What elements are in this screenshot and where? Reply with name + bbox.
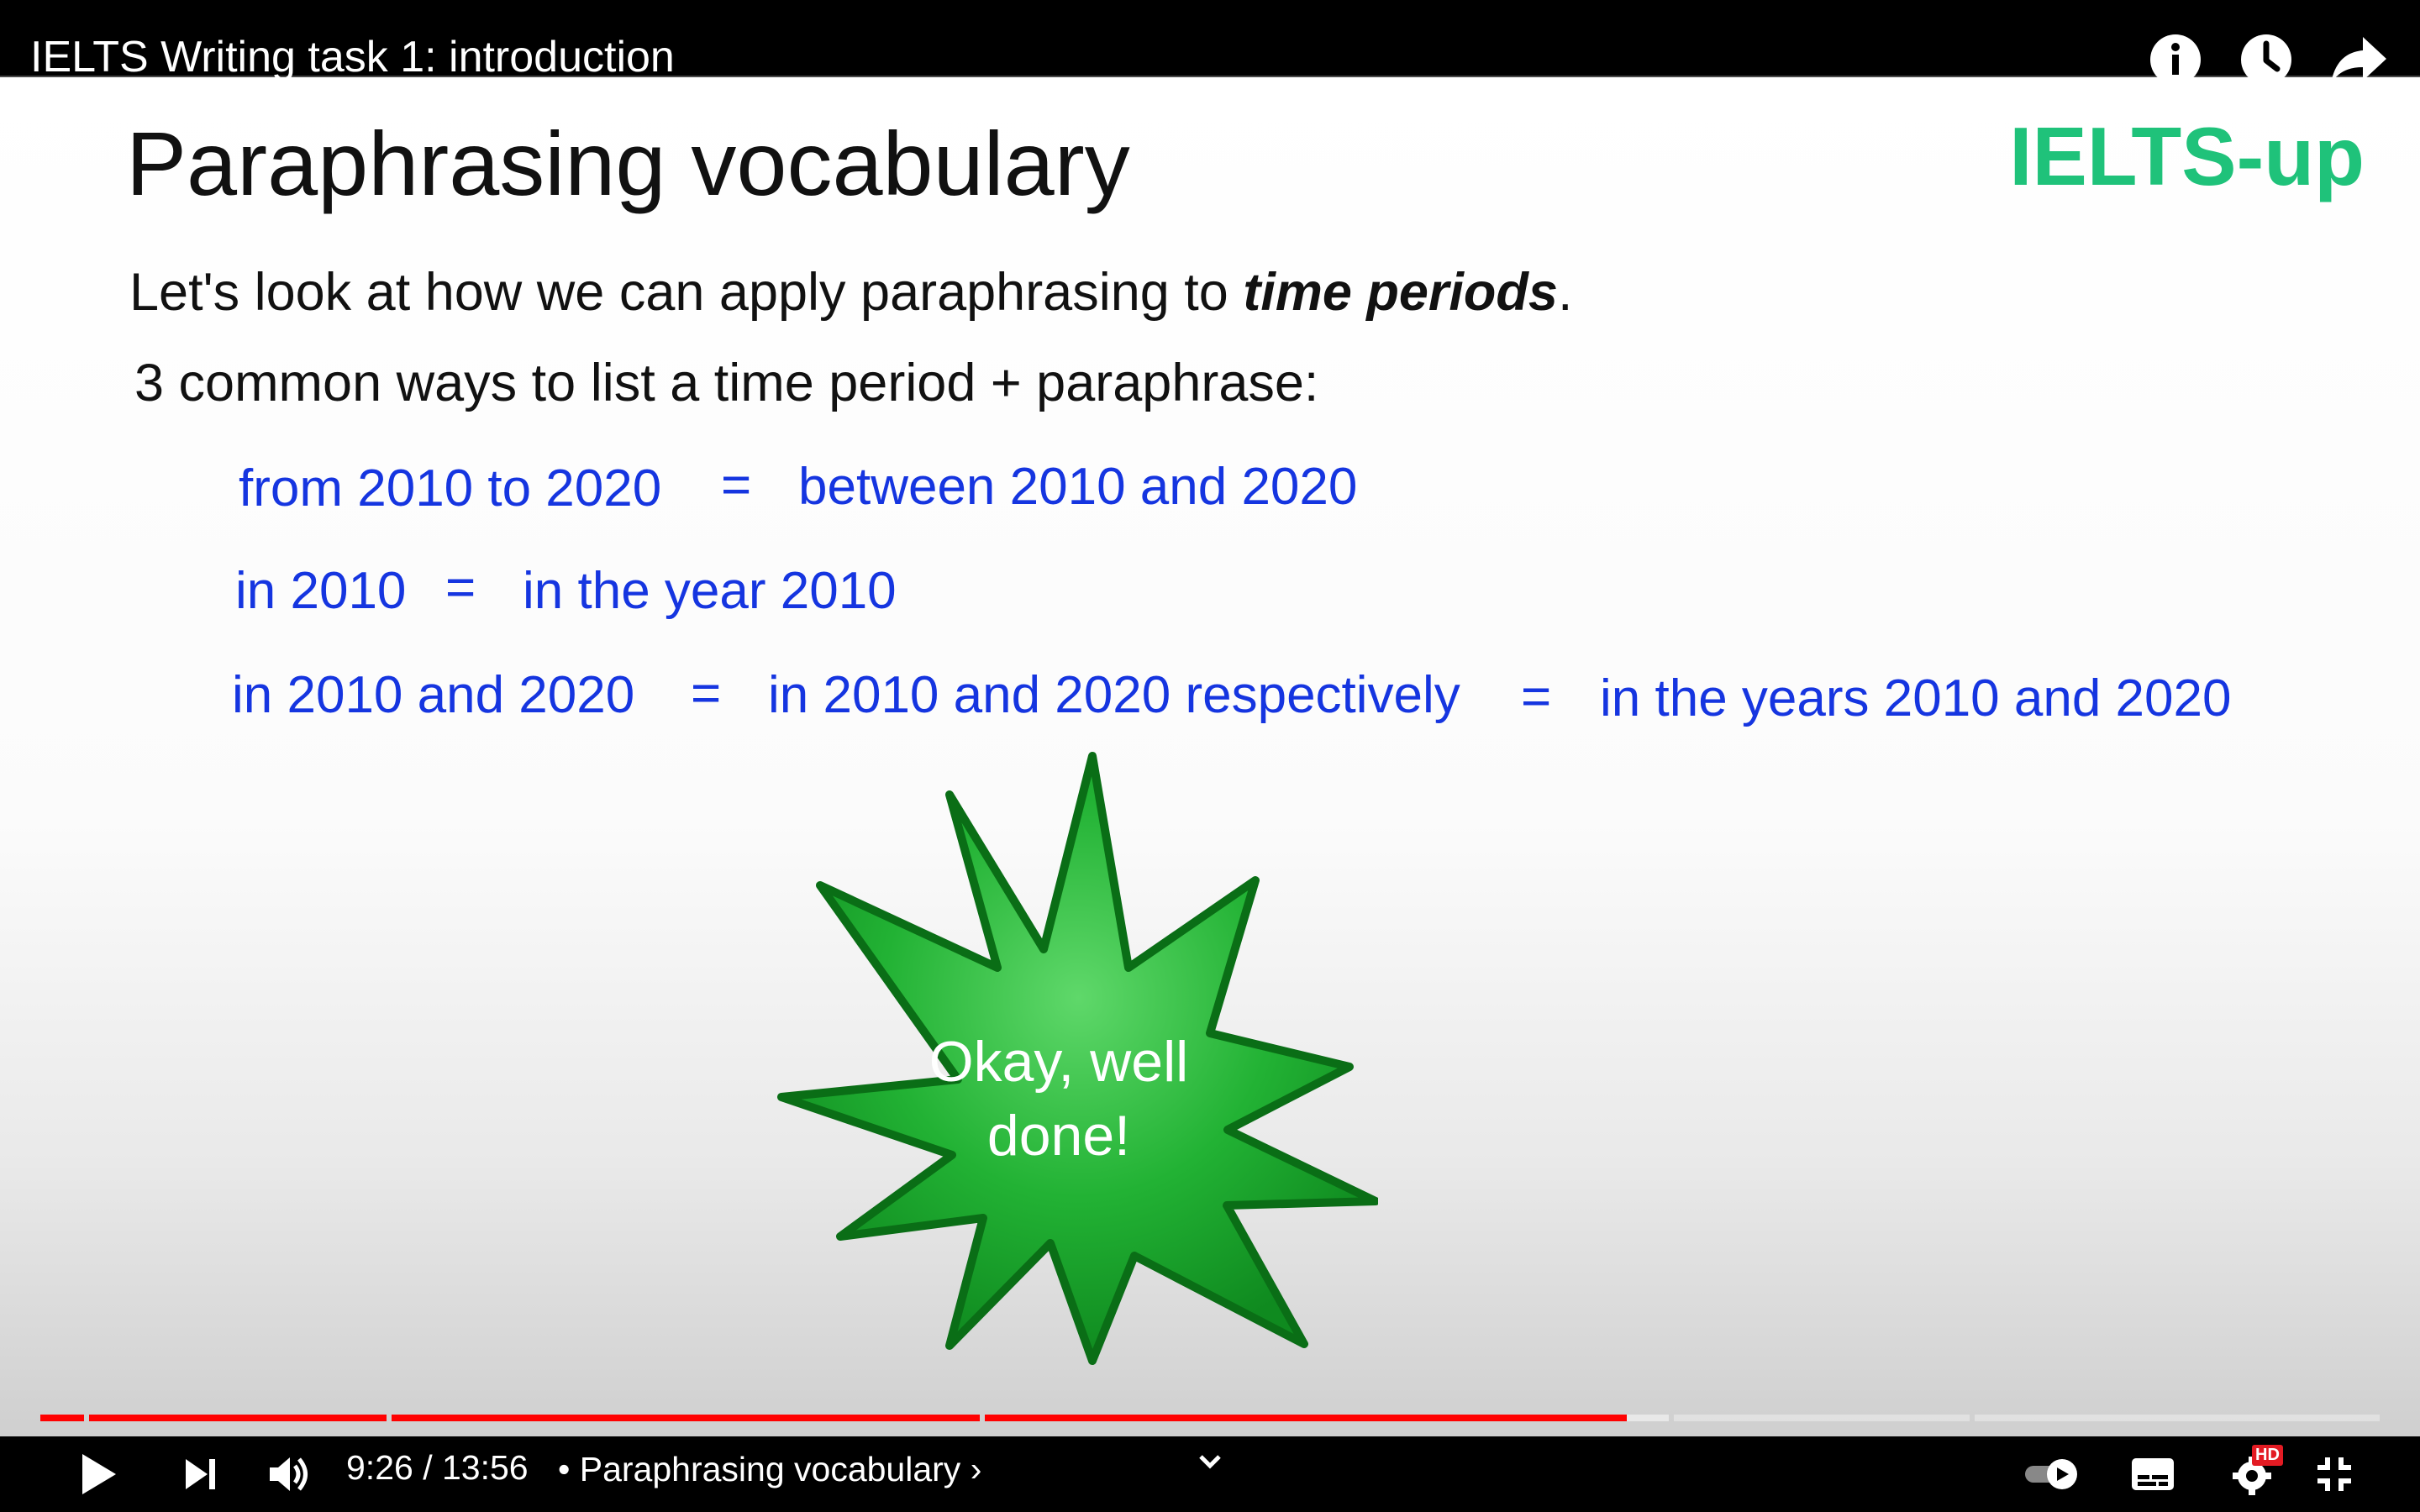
- volume-icon[interactable]: [260, 1436, 319, 1512]
- intro-prefix: Let's look at how we can apply paraphras…: [129, 263, 1244, 322]
- slide-heading: Paraphrasing vocabulary: [126, 113, 1130, 214]
- gear-icon[interactable]: HD: [2218, 1436, 2286, 1512]
- progress-played-fill: [89, 1415, 387, 1421]
- brand-logo: IELTS-up: [2009, 110, 2365, 202]
- current-time: 9:26: [346, 1448, 413, 1487]
- row3-paraphrase-2: in the years 2010 and 2020: [1600, 669, 2232, 727]
- next-icon[interactable]: [171, 1436, 230, 1512]
- video-title[interactable]: IELTS Writing task 1: introduction: [30, 33, 675, 81]
- progress-chapter-segment[interactable]: [1674, 1415, 1970, 1421]
- row2-equals: =: [445, 559, 476, 617]
- row3-equals-1: =: [691, 664, 722, 722]
- hd-badge: HD: [2252, 1445, 2283, 1466]
- chapter-arrow-icon: ›: [970, 1450, 982, 1488]
- chapter-bullet: •: [558, 1450, 580, 1488]
- progress-played-fill: [985, 1415, 1627, 1421]
- intro-suffix: .: [1557, 263, 1573, 322]
- row3-original: in 2010 and 2020: [232, 666, 635, 724]
- time-display: 9:26 / 13:56: [346, 1448, 529, 1488]
- progress-played-fill: [392, 1415, 980, 1421]
- starburst-shape: [777, 752, 1380, 1365]
- row2-original: in 2010: [235, 562, 407, 620]
- progress-chapter-segment[interactable]: [1975, 1415, 2380, 1421]
- time-separator: /: [413, 1448, 442, 1487]
- row1-original: from 2010 to 2020: [239, 459, 662, 517]
- play-icon[interactable]: [69, 1436, 128, 1512]
- clock-icon[interactable]: [2238, 32, 2294, 87]
- starburst-line-1: Okay, well: [929, 1030, 1189, 1094]
- subtitles-icon[interactable]: [2126, 1436, 2180, 1512]
- top-overlay: IELTS Writing task 1: introduction: [0, 0, 2420, 85]
- intro-line: Let's look at how we can apply paraphras…: [129, 262, 1572, 323]
- row3-paraphrase-1: in 2010 and 2020 respectively: [768, 666, 1460, 724]
- row1-paraphrase: between 2010 and 2020: [798, 458, 1358, 516]
- row2-paraphrase: in the year 2010: [523, 562, 897, 620]
- chevron-down-icon[interactable]: [1193, 1436, 1227, 1487]
- autoplay-toggle-icon[interactable]: [2022, 1436, 2084, 1512]
- starburst-line-2: done!: [986, 1104, 1131, 1168]
- info-icon[interactable]: [2148, 32, 2203, 87]
- intro-emphasis: time periods: [1243, 263, 1558, 322]
- chapter-button[interactable]: • Paraphrasing vocabulary ›: [558, 1450, 981, 1489]
- progress-bar[interactable]: [40, 1415, 2380, 1421]
- progress-played-fill: [40, 1415, 84, 1421]
- control-bar: 9:26 / 13:56 • Paraphrasing vocabulary ›: [0, 1436, 2420, 1512]
- ways-line: 3 common ways to list a time period + pa…: [134, 354, 1319, 412]
- starburst-callout: Okay, well done!: [739, 748, 1380, 1369]
- duration: 13:56: [442, 1448, 529, 1487]
- share-icon[interactable]: [2329, 32, 2386, 87]
- row3-equals-2: =: [1521, 668, 1552, 726]
- chapter-title: Paraphrasing vocabulary: [579, 1450, 961, 1488]
- exit-fullscreen-icon[interactable]: [2307, 1436, 2361, 1512]
- row1-equals: =: [721, 456, 752, 514]
- video-frame[interactable]: Paraphrasing vocabulary IELTS-up Let's l…: [0, 76, 2420, 1436]
